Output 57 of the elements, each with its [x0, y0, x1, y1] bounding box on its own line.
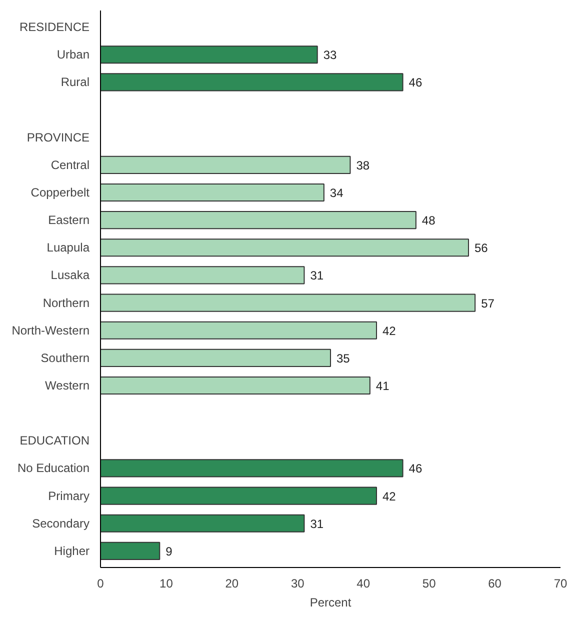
bar — [100, 211, 416, 230]
bar — [100, 321, 377, 340]
data-label: 46 — [408, 76, 422, 90]
x-tick-label: 70 — [554, 576, 568, 590]
bar — [100, 183, 324, 202]
bar — [100, 73, 404, 92]
data-label: 56 — [474, 241, 488, 256]
y-tick-label: Western — [45, 378, 90, 393]
y-tick-label: Eastern — [48, 213, 90, 228]
data-label: 33 — [323, 48, 338, 62]
x-tick-label: 40 — [356, 576, 370, 590]
data-label: 57 — [481, 296, 495, 310]
y-tick-label: No Education — [17, 461, 90, 476]
y-tick-label: Luapula — [46, 240, 90, 255]
y-tick-label: PROVINCE — [26, 130, 90, 144]
bar — [100, 459, 404, 478]
data-label: 9 — [166, 544, 173, 558]
y-tick-label: Copperbelt — [30, 185, 90, 200]
data-label: 38 — [356, 158, 370, 172]
data-label: 48 — [422, 214, 436, 228]
data-label: 35 — [336, 351, 350, 366]
data-label: 34 — [330, 186, 344, 200]
x-tick-label: 30 — [290, 576, 305, 590]
y-tick-label: Southern — [40, 350, 90, 365]
bar — [100, 156, 351, 174]
data-label: 42 — [382, 324, 396, 338]
y-tick-label: North-Western — [12, 323, 90, 338]
bar — [100, 486, 377, 505]
bar — [100, 294, 476, 312]
y-tick-label: Urban — [56, 48, 90, 62]
bar — [100, 542, 160, 560]
data-label: 31 — [310, 516, 324, 531]
bar — [100, 46, 318, 64]
bar — [100, 238, 469, 257]
y-tick-label: Lusaka — [50, 268, 90, 282]
x-tick-label: 20 — [225, 576, 239, 590]
bar — [100, 376, 370, 395]
y-tick-label: Northern — [42, 296, 90, 310]
data-label: 31 — [310, 268, 324, 283]
y-tick-label: Central — [50, 158, 90, 172]
x-tick-label: 60 — [488, 576, 502, 590]
x-tick-label: 10 — [160, 576, 174, 590]
y-tick-label: RESIDENCE — [19, 20, 90, 34]
x-axis-title: Percent — [310, 596, 352, 610]
bar — [100, 514, 305, 532]
bar — [100, 348, 331, 367]
data-label: 46 — [408, 462, 422, 476]
x-tick-label: 50 — [422, 576, 436, 590]
y-tick-label: EDUCATION — [20, 434, 90, 448]
y-tick-label: Rural — [60, 75, 90, 90]
data-label: 41 — [376, 379, 390, 394]
y-tick-label: Secondary — [32, 516, 90, 530]
x-tick-label: 0 — [97, 576, 104, 590]
y-tick-label: Primary — [48, 488, 90, 503]
bar — [100, 266, 305, 284]
y-tick-label: Higher — [54, 544, 90, 558]
data-label: 42 — [382, 489, 396, 504]
